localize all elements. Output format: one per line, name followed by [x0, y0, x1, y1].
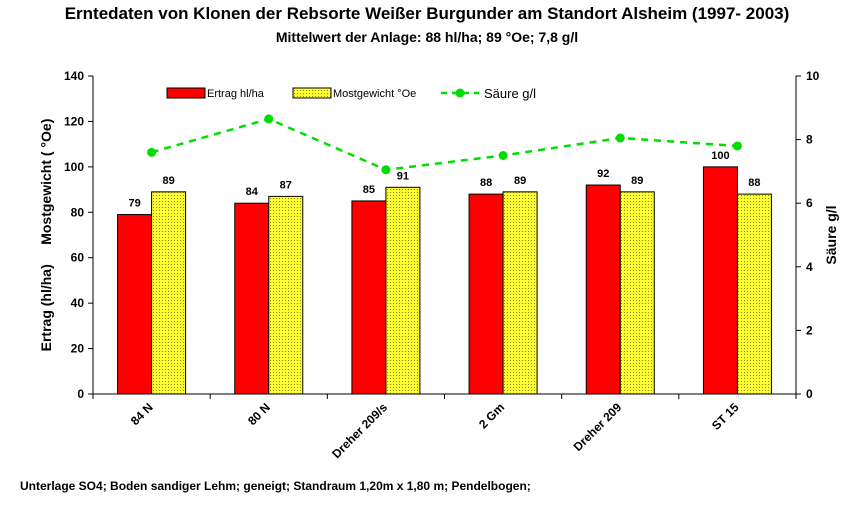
chart: 0 20 40 60 80 100 120 140 0 2 4 6 8 10 84 N 80 N Dreher … — [38, 69, 839, 461]
x-tick-label: Dreher 209/s — [329, 400, 390, 461]
bar-mostgewicht — [268, 195, 304, 395]
x-tick-label: ST 15 — [709, 400, 742, 433]
bar-mostgewicht — [736, 193, 772, 395]
bar-value-label: 79 — [128, 198, 140, 210]
line-point-saeure — [381, 165, 391, 175]
chart-subtitle: Mittelwert der Anlage: 88 hl/ha; 89 °Oe;… — [275, 29, 579, 45]
line-point-saeure — [147, 147, 157, 157]
legend-marker-saeure — [455, 88, 465, 98]
bar-value-label: 88 — [480, 177, 492, 189]
bar-mostgewicht — [151, 191, 187, 395]
bar-ertrag — [702, 166, 738, 395]
y-tick-label-left: 140 — [64, 69, 84, 83]
bar-value-label: 91 — [397, 170, 409, 182]
legend-label: Ertrag hl/ha — [207, 88, 265, 100]
legend-label: Säure g/l — [484, 86, 536, 101]
y-tick-label-right: 0 — [806, 387, 813, 401]
y-tick-label-right: 6 — [806, 196, 813, 210]
y-tick-label-left: 40 — [71, 296, 85, 310]
bar-value-label: 84 — [246, 186, 259, 198]
bar-mostgewicht — [619, 191, 655, 395]
chart-bars — [117, 166, 772, 395]
y-tick-label-right: 10 — [806, 69, 820, 83]
legend-swatch-ertrag — [166, 87, 206, 99]
line-point-saeure — [498, 151, 508, 160]
y-tick-label-left: 120 — [64, 114, 84, 128]
y-tick-label-left: 20 — [71, 342, 85, 356]
x-tick-label: Dreher 209 — [571, 400, 625, 454]
bar-value-label: 85 — [363, 184, 375, 196]
bar-ertrag — [117, 214, 153, 395]
y-tick-label-left: 60 — [71, 251, 85, 265]
chart-legend: Ertrag hl/ha Mostgewicht °Oe Säure g/l — [166, 86, 536, 101]
y-axis-label-left: Ertrag (hl/ha) Mostgewicht ( °Oe) — [38, 119, 54, 352]
x-tick-label: 2 Gm — [476, 400, 507, 431]
bar-ertrag — [351, 200, 387, 395]
x-tick-label: 80 N — [245, 400, 273, 428]
x-tick-label: 84 N — [128, 400, 156, 428]
legend-label: Mostgewicht °Oe — [333, 88, 416, 100]
bar-value-label: 100 — [711, 150, 729, 162]
chart-data-labels: 79 89 84 87 85 91 88 89 92 89 100 88 — [128, 150, 760, 210]
bar-value-label: 92 — [597, 168, 609, 180]
bar-value-label: 89 — [162, 175, 174, 187]
y-axis-label-right: Säure g/l — [823, 205, 839, 264]
footnote: Unterlage SO4; Boden sandiger Lehm; gene… — [20, 479, 531, 493]
line-point-saeure — [264, 114, 274, 124]
y-tick-label-left: 100 — [64, 160, 84, 174]
bar-value-label: 88 — [748, 177, 760, 189]
y-tick-label-right: 8 — [806, 133, 813, 147]
bar-value-label: 89 — [631, 175, 643, 187]
y-tick-label-left: 80 — [71, 205, 85, 219]
bar-mostgewicht — [385, 186, 421, 395]
bar-ertrag — [234, 202, 270, 395]
legend-swatch-mostgewicht — [292, 87, 332, 99]
line-point-saeure — [732, 141, 742, 151]
y-tick-label-right: 4 — [806, 260, 813, 274]
y-tick-label-right: 2 — [806, 323, 813, 337]
chart-line-series — [147, 114, 742, 175]
bar-value-label: 87 — [280, 179, 292, 191]
chart-title: Erntedaten von Klonen der Rebsorte Weiße… — [64, 4, 790, 23]
y-tick-label-left: 0 — [77, 387, 84, 401]
bar-mostgewicht — [502, 191, 538, 395]
bar-ertrag — [468, 193, 504, 395]
bar-ertrag — [585, 184, 621, 395]
bar-value-label: 89 — [514, 175, 526, 187]
line-saeure — [151, 117, 738, 172]
line-point-saeure — [615, 133, 625, 143]
